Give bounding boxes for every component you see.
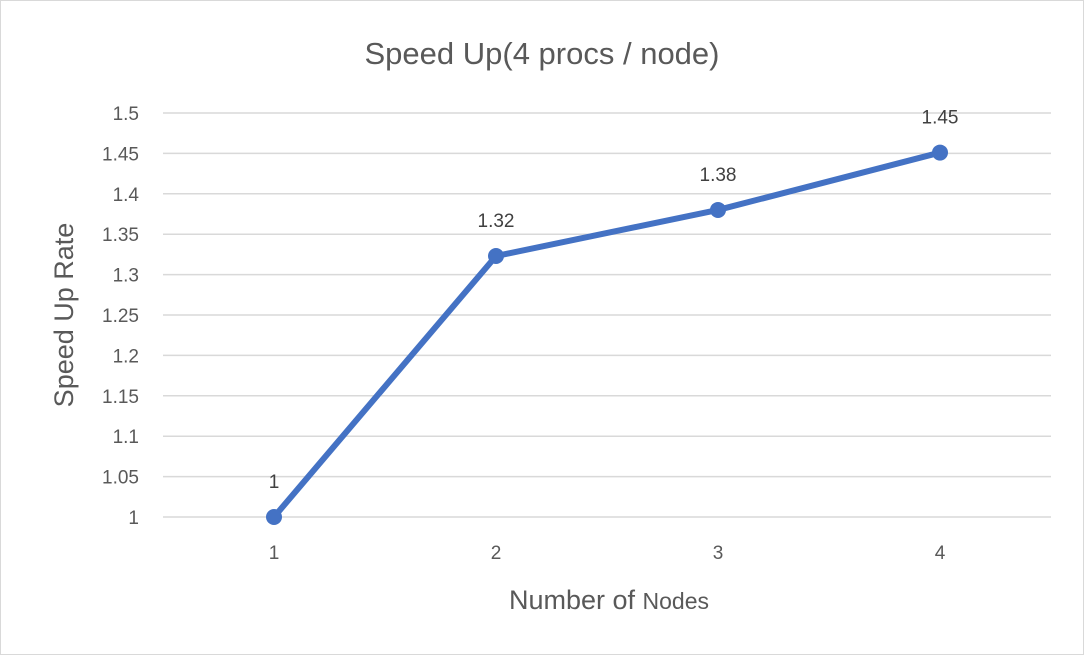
y-tick-label: 1.05: [102, 468, 139, 489]
data-label: 1.45: [922, 108, 959, 129]
x-axis-title-suffix: Nodes: [643, 588, 709, 614]
data-label: 1: [269, 472, 280, 493]
x-axis-title: Number of Nodes: [509, 585, 709, 615]
y-tick-label: 1.3: [113, 266, 139, 287]
y-tick-label: 1: [128, 508, 139, 529]
x-tick-label: 4: [935, 543, 946, 564]
y-tick-label: 1.2: [113, 346, 139, 367]
y-tick-label: 1.15: [102, 387, 139, 408]
x-tick-label: 1: [269, 543, 280, 564]
x-axis-ticks: 1 2 3 4: [269, 543, 946, 564]
x-tick-label: 2: [491, 543, 502, 564]
y-axis-ticks: 1 1.05 1.1 1.15 1.2 1.25 1.3 1.35 1.4 1.45 1.5: [102, 104, 139, 529]
data-point: [710, 201, 726, 218]
y-tick-label: 1.25: [102, 306, 139, 327]
data-label: 1.38: [700, 165, 737, 186]
data-labels: 1 1.32 1.38 1.45: [269, 108, 959, 493]
y-tick-label: 1.1: [113, 427, 139, 448]
data-point: [488, 248, 504, 265]
y-tick-label: 1.45: [102, 144, 139, 165]
series: [266, 144, 948, 525]
y-tick-label: 1.35: [102, 225, 139, 246]
x-tick-label: 3: [713, 543, 724, 564]
y-axis-title: Speed Up Rate: [49, 223, 79, 408]
data-point: [266, 509, 282, 525]
gridlines: [163, 112, 1051, 518]
y-tick-label: 1.5: [113, 104, 139, 125]
data-label: 1.32: [478, 211, 515, 232]
chart-title: Speed Up(4 procs / node): [365, 36, 720, 71]
series-line: [271, 149, 943, 520]
y-tick-label: 1.4: [113, 185, 140, 206]
x-axis-title-main: Number of: [509, 585, 643, 615]
data-point: [932, 144, 948, 161]
